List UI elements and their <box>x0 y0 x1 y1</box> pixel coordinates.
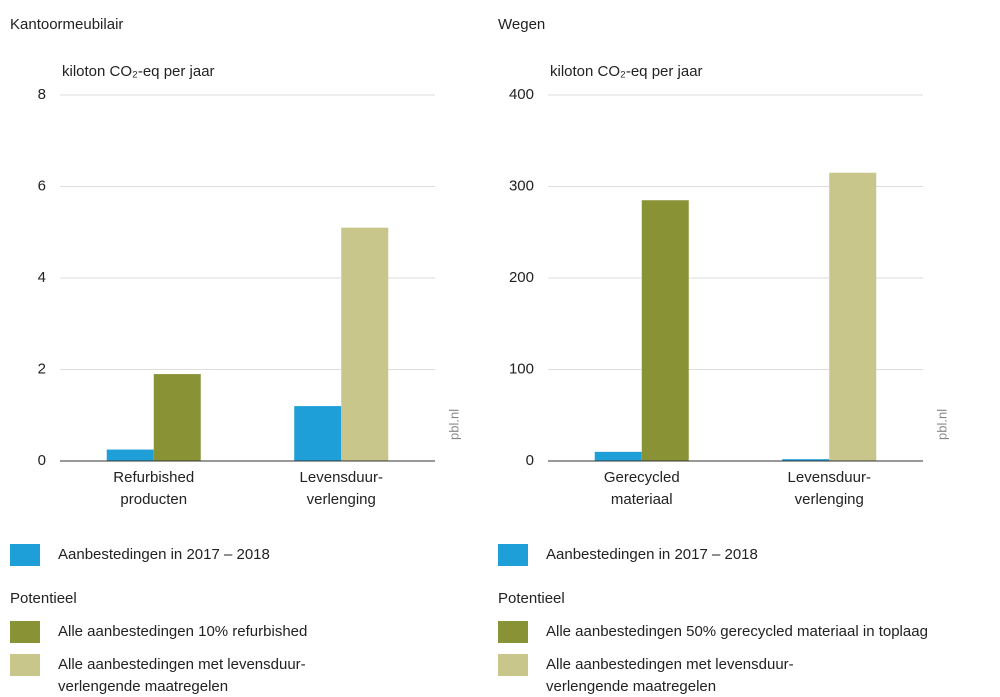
legend-swatch <box>10 544 40 566</box>
x-tick-label: Gerecycled materiaal <box>603 469 680 508</box>
y-axis-label: kiloton CO₂-eq per jaar <box>550 63 703 80</box>
legend-label: Alle aanbestedingen met levensduur-verle… <box>58 656 306 695</box>
y-tick-label: 4 <box>38 269 46 286</box>
legend-label: Alle aanbestedingen 10% refurbished <box>58 623 308 640</box>
legend-label: Aanbestedingen in 2017 – 2018 <box>546 546 758 563</box>
y-tick-label: 300 <box>509 177 534 194</box>
legend-label: Alle aanbestedingen 50% gerecycled mater… <box>546 623 928 640</box>
legend-swatch <box>10 621 40 643</box>
y-tick-label: 0 <box>38 452 46 469</box>
y-tick-label: 200 <box>509 269 534 286</box>
y-axis-label: kiloton CO₂-eq per jaar <box>62 63 215 80</box>
y-tick-label: 400 <box>509 86 534 103</box>
legend-swatch <box>498 654 528 676</box>
legend-label: Aanbestedingen in 2017 – 2018 <box>58 546 270 563</box>
bar <box>341 227 389 461</box>
chart-title: Wegen <box>498 16 545 33</box>
bar <box>153 374 201 461</box>
legend-group: Potentieel <box>498 590 565 607</box>
source: pbl.nl <box>934 409 949 440</box>
x-tick-label: Levensduur-verlenging <box>787 469 871 508</box>
y-tick-label: 100 <box>509 360 534 377</box>
x-tick-label: Levensduur-verlenging <box>299 469 383 508</box>
legend-swatch <box>498 621 528 643</box>
bar <box>782 459 830 461</box>
y-tick-label: 6 <box>38 177 46 194</box>
legend-label: Alle aanbestedingen met levensduur-verle… <box>546 656 794 695</box>
bar <box>594 451 642 461</box>
y-tick-label: 0 <box>526 452 534 469</box>
x-tick-label: Refurbished producten <box>113 469 195 508</box>
bar <box>106 449 154 461</box>
source: pbl.nl <box>446 409 461 440</box>
legend-group: Potentieel <box>10 590 77 607</box>
legend-swatch <box>10 654 40 676</box>
legend-swatch <box>498 544 528 566</box>
chart-title: Kantoormeubilair <box>10 16 123 33</box>
y-tick-label: 2 <box>38 360 46 377</box>
y-tick-label: 8 <box>38 86 46 103</box>
bar <box>294 406 342 461</box>
bar <box>829 172 877 461</box>
bar <box>641 200 689 461</box>
